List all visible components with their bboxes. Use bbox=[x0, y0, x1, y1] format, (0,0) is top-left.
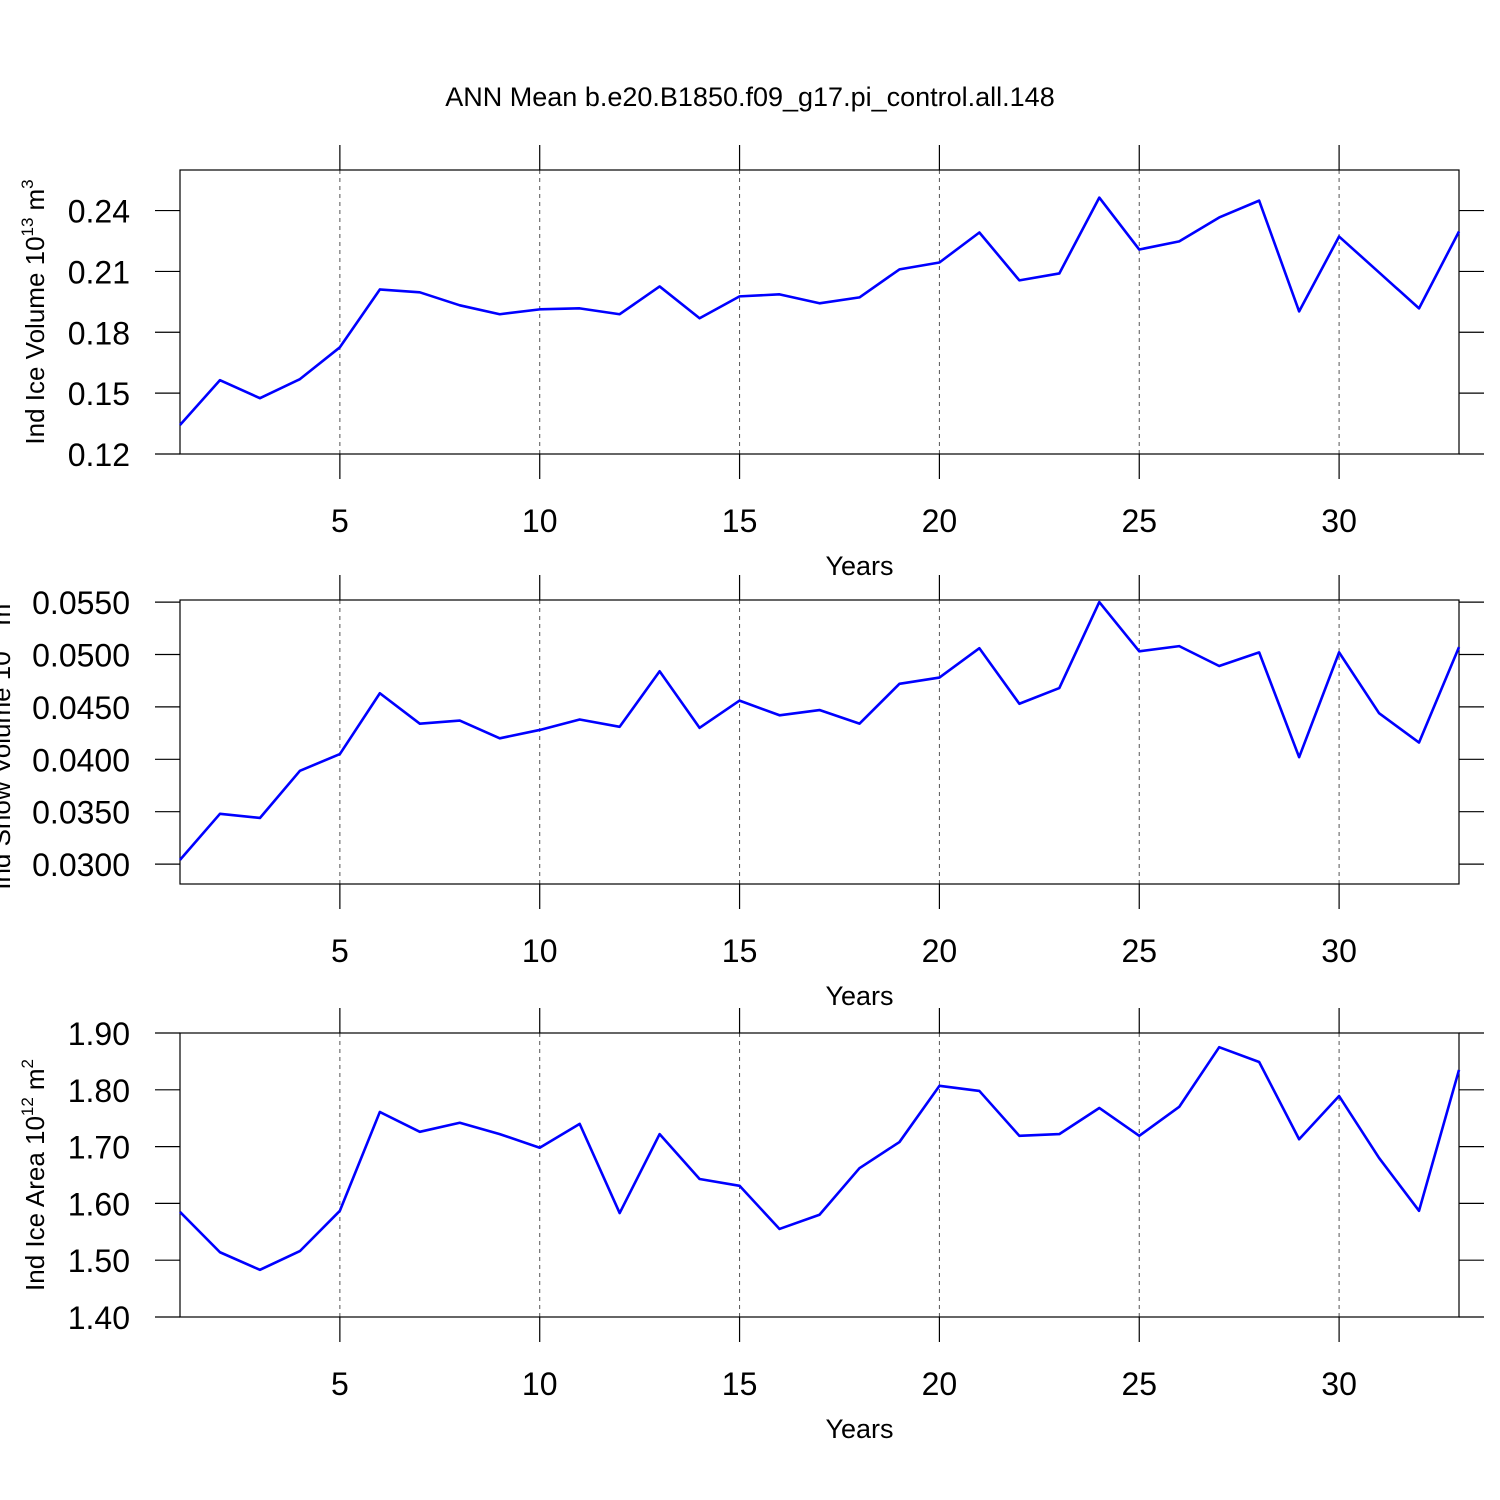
y-tick-label: 0.18 bbox=[68, 315, 130, 351]
x-tick-label: 10 bbox=[522, 1366, 558, 1402]
data-line bbox=[179, 196, 1461, 426]
data-line bbox=[179, 600, 1461, 861]
y-label-text: Ind Snow Volume 10 bbox=[0, 651, 16, 890]
chart-title: ANN Mean b.e20.B1850.f09_g17.pi_control.… bbox=[445, 82, 1054, 112]
plot-frame bbox=[179, 169, 1460, 455]
y-tick-label: 0.24 bbox=[68, 194, 130, 230]
x-tick-label: 20 bbox=[922, 1366, 958, 1402]
x-axis-label: Years bbox=[825, 551, 893, 581]
y-label-unit-exponent: 3 bbox=[0, 594, 3, 603]
x-tick-label: 30 bbox=[1321, 1366, 1357, 1402]
x-tick-label: 15 bbox=[722, 933, 758, 969]
x-tick-label: 25 bbox=[1121, 933, 1157, 969]
y-label-text: Ind Ice Area 10 bbox=[20, 1116, 50, 1291]
data-line bbox=[179, 1045, 1461, 1272]
x-tick-label: 5 bbox=[331, 1366, 349, 1402]
y-axis-label: Ind Snow Volume 1013 m3 bbox=[0, 594, 16, 890]
y-label-text: Ind Ice Volume 10 bbox=[20, 236, 50, 444]
y-label-unit-exponent: 3 bbox=[18, 179, 37, 188]
y-label-unit: m bbox=[20, 1068, 50, 1090]
y-tick-label: 1.70 bbox=[68, 1130, 130, 1166]
y-tick-label: 1.90 bbox=[68, 1016, 130, 1052]
x-tick-label: 5 bbox=[331, 503, 349, 539]
x-tick-label: 30 bbox=[1321, 933, 1357, 969]
y-label-exponent: 13 bbox=[0, 632, 3, 651]
y-label-exponent: 12 bbox=[18, 1097, 37, 1116]
x-tick-label: 15 bbox=[722, 503, 758, 539]
y-tick-label: 1.50 bbox=[68, 1243, 130, 1279]
y-label-unit-exponent: 2 bbox=[18, 1059, 37, 1068]
y-tick-label: 0.0450 bbox=[32, 690, 130, 726]
y-axis-label: Ind Ice Volume 1013 m3 bbox=[18, 179, 50, 444]
x-tick-label: 10 bbox=[522, 503, 558, 539]
x-tick-label: 25 bbox=[1121, 503, 1157, 539]
y-label-exponent: 13 bbox=[18, 218, 37, 237]
y-tick-label: 1.60 bbox=[68, 1186, 130, 1222]
y-tick-label: 0.0400 bbox=[32, 742, 130, 778]
plot-frame bbox=[179, 1032, 1460, 1318]
y-tick-label: 0.0350 bbox=[32, 795, 130, 831]
y-label-unit: m bbox=[20, 189, 50, 211]
x-tick-label: 15 bbox=[722, 1366, 758, 1402]
y-tick-label: 0.12 bbox=[68, 437, 130, 473]
x-axis-label: Years bbox=[825, 1414, 893, 1444]
x-tick-label: 5 bbox=[331, 933, 349, 969]
x-tick-label: 10 bbox=[522, 933, 558, 969]
y-tick-label: 0.0500 bbox=[32, 637, 130, 673]
y-tick-label: 0.21 bbox=[68, 254, 130, 290]
x-tick-label: 20 bbox=[922, 933, 958, 969]
x-axis-label: Years bbox=[825, 981, 893, 1011]
plot-frame bbox=[179, 599, 1460, 885]
x-tick-label: 20 bbox=[922, 503, 958, 539]
y-axis-label: Ind Ice Area 1012 m2 bbox=[18, 1059, 50, 1291]
x-tick-label: 25 bbox=[1121, 1366, 1157, 1402]
y-tick-label: 0.0300 bbox=[32, 847, 130, 883]
y-tick-label: 1.40 bbox=[68, 1300, 130, 1336]
x-tick-label: 30 bbox=[1321, 503, 1357, 539]
y-tick-label: 1.80 bbox=[68, 1073, 130, 1109]
y-tick-label: 0.15 bbox=[68, 376, 130, 412]
y-label-unit: m bbox=[0, 604, 16, 626]
y-tick-label: 0.0550 bbox=[32, 585, 130, 621]
